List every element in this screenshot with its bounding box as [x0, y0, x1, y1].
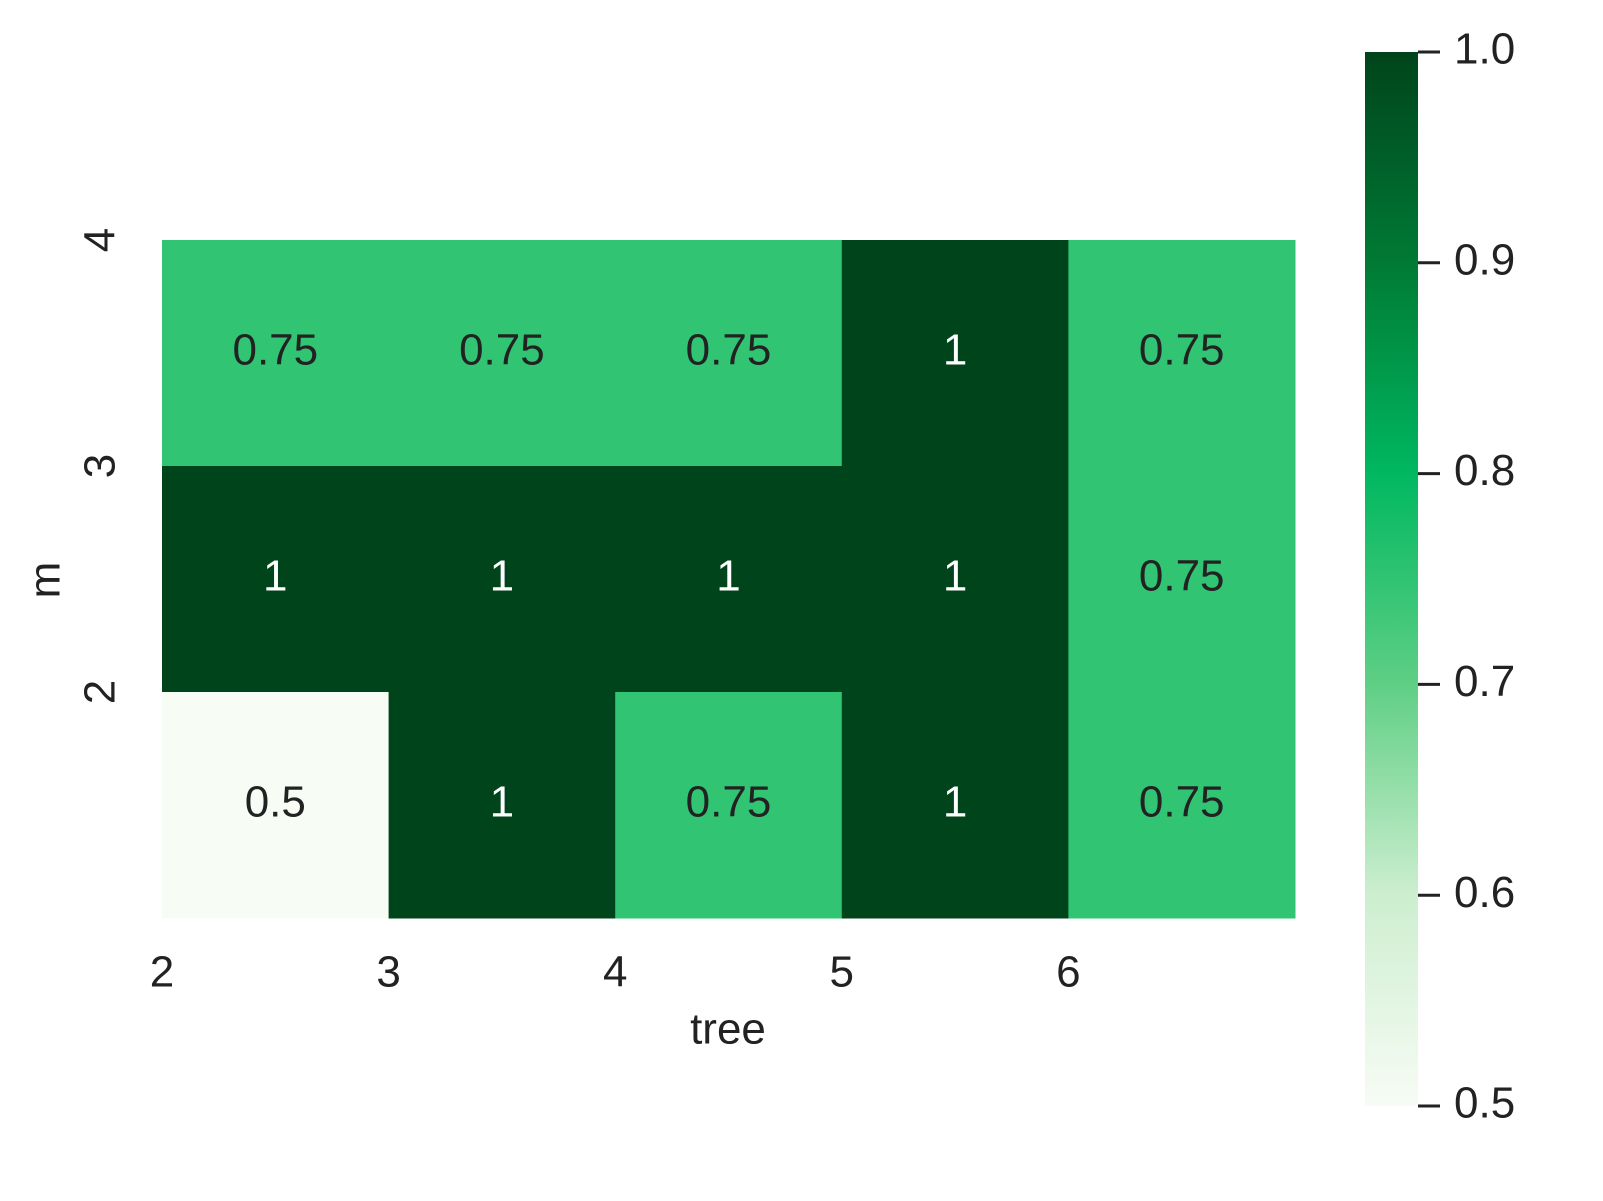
colorbar-tick-label: 1.0: [1454, 25, 1515, 74]
cell-label: 0.75: [1139, 778, 1225, 827]
heatmap-cell: [841, 466, 1069, 693]
x-tick-label: 5: [830, 948, 854, 997]
x-tick-label: 6: [1056, 948, 1080, 997]
heatmap-cell: [615, 466, 843, 693]
heatmap-cell: [162, 692, 390, 919]
colorbar-tick-label: 0.8: [1454, 446, 1515, 495]
cell-label: 1: [943, 326, 967, 375]
cell-label: 0.75: [459, 326, 545, 375]
colorbar-tick-label: 0.9: [1454, 235, 1515, 284]
heatmap-cell: [1068, 466, 1296, 693]
heatmap-cell: [388, 466, 616, 693]
cell-label: 0.75: [232, 326, 318, 375]
y-tick-label: 2: [76, 680, 125, 704]
heatmap-cell: [388, 692, 616, 919]
colorbar-tick-label: 0.5: [1454, 1079, 1515, 1128]
x-axis-label: tree: [690, 1005, 766, 1054]
cell-label: 0.75: [1139, 326, 1225, 375]
cell-label: 1: [716, 552, 740, 601]
heatmap-cell: [162, 466, 390, 693]
colorbar-tick-label: 0.7: [1454, 657, 1515, 706]
cell-label: 0.75: [1139, 552, 1225, 601]
heatmap-cell: [388, 240, 616, 467]
y-tick-label: 4: [76, 228, 125, 252]
colorbar: [1365, 52, 1418, 1106]
y-tick-label: 3: [76, 454, 125, 478]
cell-label: 1: [490, 778, 514, 827]
y-axis-label: m: [21, 562, 70, 599]
x-tick-label: 3: [376, 948, 400, 997]
heatmap-cell: [615, 692, 843, 919]
cell-label: 1: [943, 778, 967, 827]
heatmap-cell: [615, 240, 843, 467]
cell-label: 1: [943, 552, 967, 601]
cell-label: 1: [263, 552, 287, 601]
colorbar-tick-label: 0.6: [1454, 868, 1515, 917]
heatmap-cell: [841, 692, 1069, 919]
heatmap-cell: [1068, 692, 1296, 919]
x-tick-label: 4: [603, 948, 627, 997]
cell-label: 1: [490, 552, 514, 601]
cell-label: 0.75: [686, 778, 772, 827]
cell-label: 0.75: [686, 326, 772, 375]
cell-label: 0.5: [245, 778, 306, 827]
heatmap-cell: [162, 240, 390, 467]
heatmap-cell: [841, 240, 1069, 467]
x-tick-label: 2: [150, 948, 174, 997]
heatmap-cell: [1068, 240, 1296, 467]
